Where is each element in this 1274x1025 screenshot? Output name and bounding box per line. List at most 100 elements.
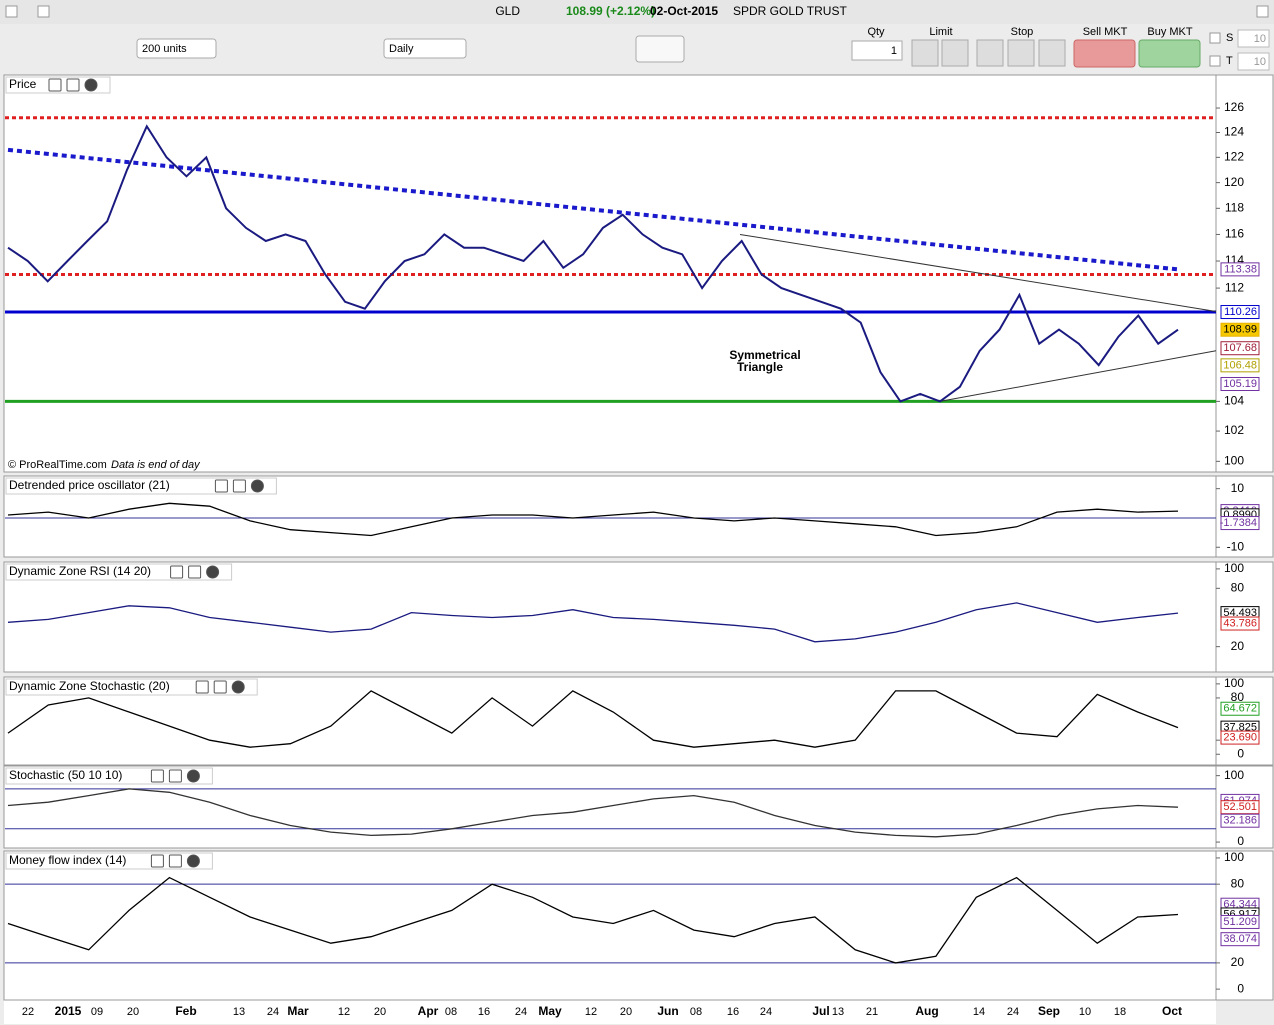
limit-button[interactable]: [941, 39, 969, 67]
x-tick-label: Jul: [812, 1004, 829, 1018]
panel-title-box: [5, 477, 277, 495]
value-tag: [1220, 358, 1260, 373]
value-tag-label: 23.690: [1223, 731, 1257, 743]
x-tick-label: Jun: [657, 1004, 678, 1018]
x-tick-label: 24: [515, 1006, 527, 1018]
footer: © ProRealTime.com: [8, 459, 107, 471]
value-tag-label: 105.19: [1223, 378, 1257, 390]
x-tick-label: Apr: [418, 1004, 439, 1018]
s-label: S: [1226, 32, 1233, 44]
period-select[interactable]: [383, 38, 467, 59]
x-tick-label: 24: [760, 1006, 772, 1018]
value-tag: [1220, 341, 1260, 356]
panel-tool-button[interactable]: [150, 769, 164, 783]
units-select[interactable]: [136, 38, 217, 59]
value-tag: [1220, 932, 1260, 947]
x-axis: [4, 1000, 1216, 1024]
symbol: GLD: [495, 4, 520, 18]
qty: 1: [891, 45, 897, 57]
panel-tool-button[interactable]: [186, 769, 200, 783]
checkbox[interactable]: [1209, 32, 1221, 44]
panel-tool-button[interactable]: [168, 854, 182, 868]
panel-tool-button[interactable]: [48, 78, 62, 92]
y-tick-label: 104: [1224, 394, 1244, 408]
panel-tool-button[interactable]: [186, 854, 200, 868]
x-tick-label: 20: [374, 1006, 386, 1018]
y-tick-label: 100: [1224, 768, 1244, 782]
stop-button[interactable]: [1007, 39, 1035, 67]
panel-tool-button[interactable]: [231, 680, 245, 694]
panel: [3, 850, 1217, 1001]
value-tag-label: 51.209: [1223, 916, 1257, 928]
series-line: [7, 124, 1179, 403]
s-input[interactable]: [1237, 29, 1270, 48]
y-tick-label: 100: [1224, 561, 1244, 575]
y-tick-label: 100: [1224, 676, 1244, 690]
x-tick-label: Feb: [175, 1004, 196, 1018]
panel-tool-button[interactable]: [250, 479, 264, 493]
x-tick-label: 10: [1079, 1006, 1091, 1018]
panel-title: Dynamic Zone Stochastic (20): [9, 679, 170, 693]
value-tag: [1220, 322, 1260, 337]
trend-line: [7, 147, 1179, 272]
buy-button[interactable]: [1138, 39, 1201, 68]
panel-tool-button[interactable]: [84, 78, 98, 92]
value-tag-label: 108.99: [1223, 324, 1257, 336]
annotation: Triangle: [737, 360, 783, 374]
y-tick-label: 0: [1237, 834, 1244, 848]
y-tick-label: 118: [1225, 200, 1244, 214]
x-tick-label: 20: [127, 1006, 139, 1018]
series-line: [7, 602, 1179, 643]
x-tick-label: 18: [1114, 1006, 1126, 1018]
x-tick-label: 22: [22, 1006, 34, 1018]
panel-tool-button[interactable]: [66, 78, 80, 92]
panel-tool-button[interactable]: [170, 565, 184, 579]
sell-button[interactable]: [1073, 39, 1136, 68]
panel-title: Price: [9, 77, 37, 91]
stop-button[interactable]: [976, 39, 1004, 67]
panel-tool-button[interactable]: [232, 479, 246, 493]
x-tick-label: 14: [973, 1006, 985, 1018]
checkbox[interactable]: [1209, 55, 1221, 67]
window-button[interactable]: [5, 5, 18, 18]
window-button[interactable]: [37, 5, 50, 18]
x-tick-label: 12: [338, 1006, 350, 1018]
x-tick-label: May: [538, 1004, 562, 1018]
value-tag: [1220, 616, 1260, 631]
trend-line: [939, 350, 1217, 402]
panel-tool-button[interactable]: [206, 565, 220, 579]
panel-tool-button[interactable]: [195, 680, 209, 694]
x-tick-label: 08: [690, 1006, 702, 1018]
series-line: [7, 502, 1179, 537]
y-tick-label: 116: [1225, 227, 1244, 241]
qty-input[interactable]: [851, 40, 903, 61]
series-line: [7, 788, 1179, 838]
chart-type-button[interactable]: [635, 35, 685, 63]
y-tick-label: 124: [1224, 125, 1244, 139]
x-tick-label: 12: [585, 1006, 597, 1018]
panel-tool-button[interactable]: [168, 769, 182, 783]
y-tick-label: 100: [1224, 454, 1244, 468]
panel-tool-button[interactable]: [213, 680, 227, 694]
value-tag: [1220, 516, 1260, 531]
panel-tool-button[interactable]: [150, 854, 164, 868]
buy-label: Buy MKT: [1147, 26, 1193, 38]
t-input[interactable]: [1237, 52, 1270, 71]
x-tick-label: 13: [233, 1006, 245, 1018]
stop-button[interactable]: [1038, 39, 1066, 67]
x-tick-label: Aug: [915, 1004, 938, 1018]
window-button[interactable]: [1256, 5, 1269, 18]
x-tick-label: 24: [267, 1006, 279, 1018]
panel-tool-button[interactable]: [188, 565, 202, 579]
value-tag: [1220, 701, 1260, 716]
series-line: [7, 690, 1179, 748]
sell-label: Sell MKT: [1083, 26, 1128, 38]
x-tick-label: 24: [1007, 1006, 1019, 1018]
limit-button[interactable]: [911, 39, 939, 67]
panel-title: Stochastic (50 10 10): [9, 768, 122, 782]
x-tick-label: 21: [866, 1006, 878, 1018]
panel-title-box: [5, 678, 258, 696]
y-tick-label: 100: [1224, 850, 1244, 864]
panel-tool-button[interactable]: [214, 479, 228, 493]
value-tag: [1220, 813, 1260, 828]
